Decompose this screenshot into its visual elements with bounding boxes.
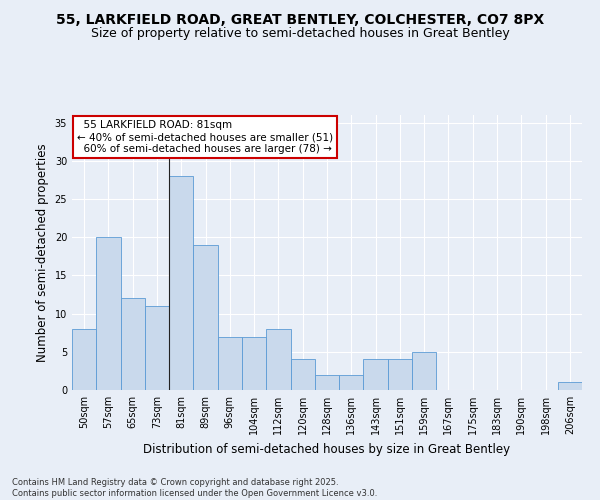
Text: 55 LARKFIELD ROAD: 81sqm
← 40% of semi-detached houses are smaller (51)
  60% of: 55 LARKFIELD ROAD: 81sqm ← 40% of semi-d… [77, 120, 333, 154]
Text: Contains HM Land Registry data © Crown copyright and database right 2025.
Contai: Contains HM Land Registry data © Crown c… [12, 478, 377, 498]
Bar [266, 329, 290, 390]
Bar [242, 336, 266, 390]
Bar [96, 237, 121, 390]
Bar [558, 382, 582, 390]
Bar [121, 298, 145, 390]
Bar [364, 360, 388, 390]
Text: Size of property relative to semi-detached houses in Great Bentley: Size of property relative to semi-detach… [91, 28, 509, 40]
Bar [169, 176, 193, 390]
Bar [315, 374, 339, 390]
Bar [388, 360, 412, 390]
Bar [72, 329, 96, 390]
X-axis label: Distribution of semi-detached houses by size in Great Bentley: Distribution of semi-detached houses by … [143, 442, 511, 456]
Text: 55, LARKFIELD ROAD, GREAT BENTLEY, COLCHESTER, CO7 8PX: 55, LARKFIELD ROAD, GREAT BENTLEY, COLCH… [56, 12, 544, 26]
Bar [412, 352, 436, 390]
Bar [339, 374, 364, 390]
Bar [145, 306, 169, 390]
Y-axis label: Number of semi-detached properties: Number of semi-detached properties [36, 143, 49, 362]
Bar [218, 336, 242, 390]
Bar [290, 360, 315, 390]
Bar [193, 245, 218, 390]
